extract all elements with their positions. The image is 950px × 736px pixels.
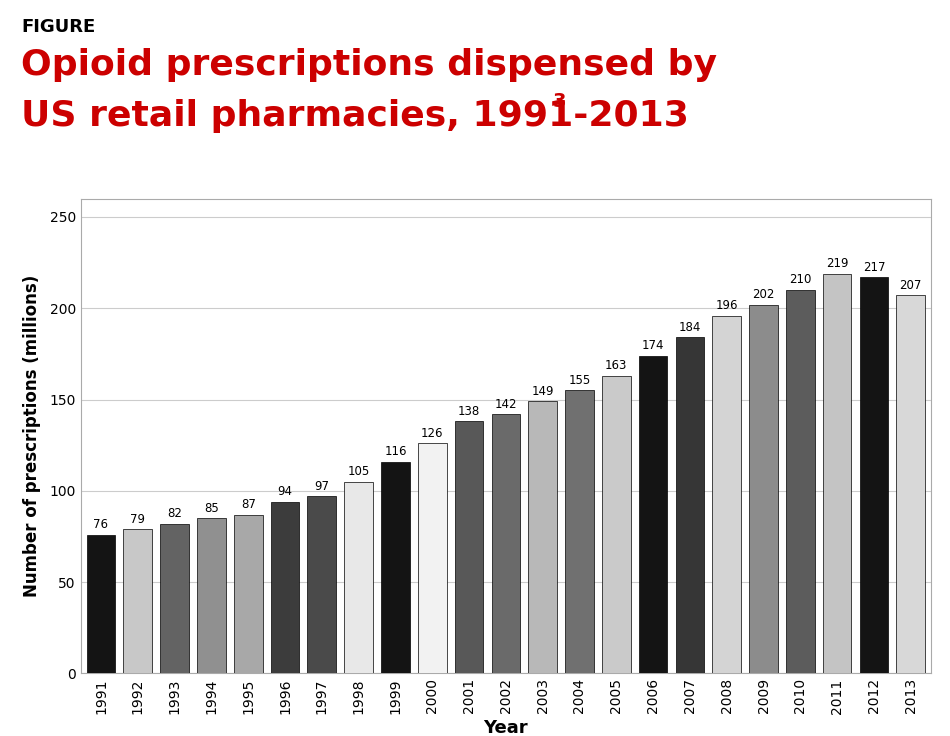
Text: 210: 210 [789, 273, 811, 286]
Bar [823, 274, 851, 673]
Text: 126: 126 [421, 427, 444, 439]
Text: 219: 219 [826, 257, 848, 270]
Bar [344, 482, 373, 673]
Text: 163: 163 [605, 359, 628, 372]
Text: 138: 138 [458, 405, 480, 418]
Bar [418, 443, 446, 673]
Bar [455, 422, 484, 673]
Bar [86, 534, 115, 673]
Bar [897, 295, 925, 673]
Text: 82: 82 [167, 507, 182, 520]
Text: 79: 79 [130, 512, 145, 526]
Text: 3: 3 [553, 92, 566, 111]
Bar [124, 529, 152, 673]
Text: 85: 85 [204, 502, 218, 514]
Bar [381, 461, 409, 673]
Bar [491, 414, 521, 673]
Text: 202: 202 [752, 288, 774, 301]
Bar [602, 376, 631, 673]
Bar [712, 316, 741, 673]
Bar [197, 518, 226, 673]
Bar [786, 290, 815, 673]
Text: 76: 76 [93, 518, 108, 531]
Text: 105: 105 [348, 465, 370, 478]
Text: 196: 196 [715, 299, 738, 312]
Text: 207: 207 [900, 279, 922, 292]
Text: 155: 155 [568, 374, 591, 387]
Bar [234, 514, 262, 673]
Bar [528, 401, 557, 673]
Text: 174: 174 [642, 339, 664, 352]
Text: 184: 184 [678, 321, 701, 334]
Text: US retail pharmacies, 1991-2013: US retail pharmacies, 1991-2013 [21, 99, 689, 133]
Bar [161, 524, 189, 673]
Bar [860, 277, 888, 673]
Text: 94: 94 [277, 485, 293, 498]
Bar [271, 502, 299, 673]
Bar [675, 338, 704, 673]
Text: 149: 149 [531, 385, 554, 397]
Text: 217: 217 [863, 261, 885, 274]
Text: 87: 87 [240, 498, 256, 511]
Text: FIGURE: FIGURE [21, 18, 95, 36]
Text: 142: 142 [495, 397, 517, 411]
Text: Opioid prescriptions dispensed by: Opioid prescriptions dispensed by [21, 48, 717, 82]
Text: 97: 97 [314, 480, 330, 492]
X-axis label: Year: Year [484, 719, 528, 736]
Bar [308, 496, 336, 673]
Y-axis label: Number of prescriptions (millions): Number of prescriptions (millions) [23, 275, 41, 597]
Bar [750, 305, 778, 673]
Text: 116: 116 [384, 445, 407, 458]
Bar [638, 355, 668, 673]
Bar [565, 390, 594, 673]
